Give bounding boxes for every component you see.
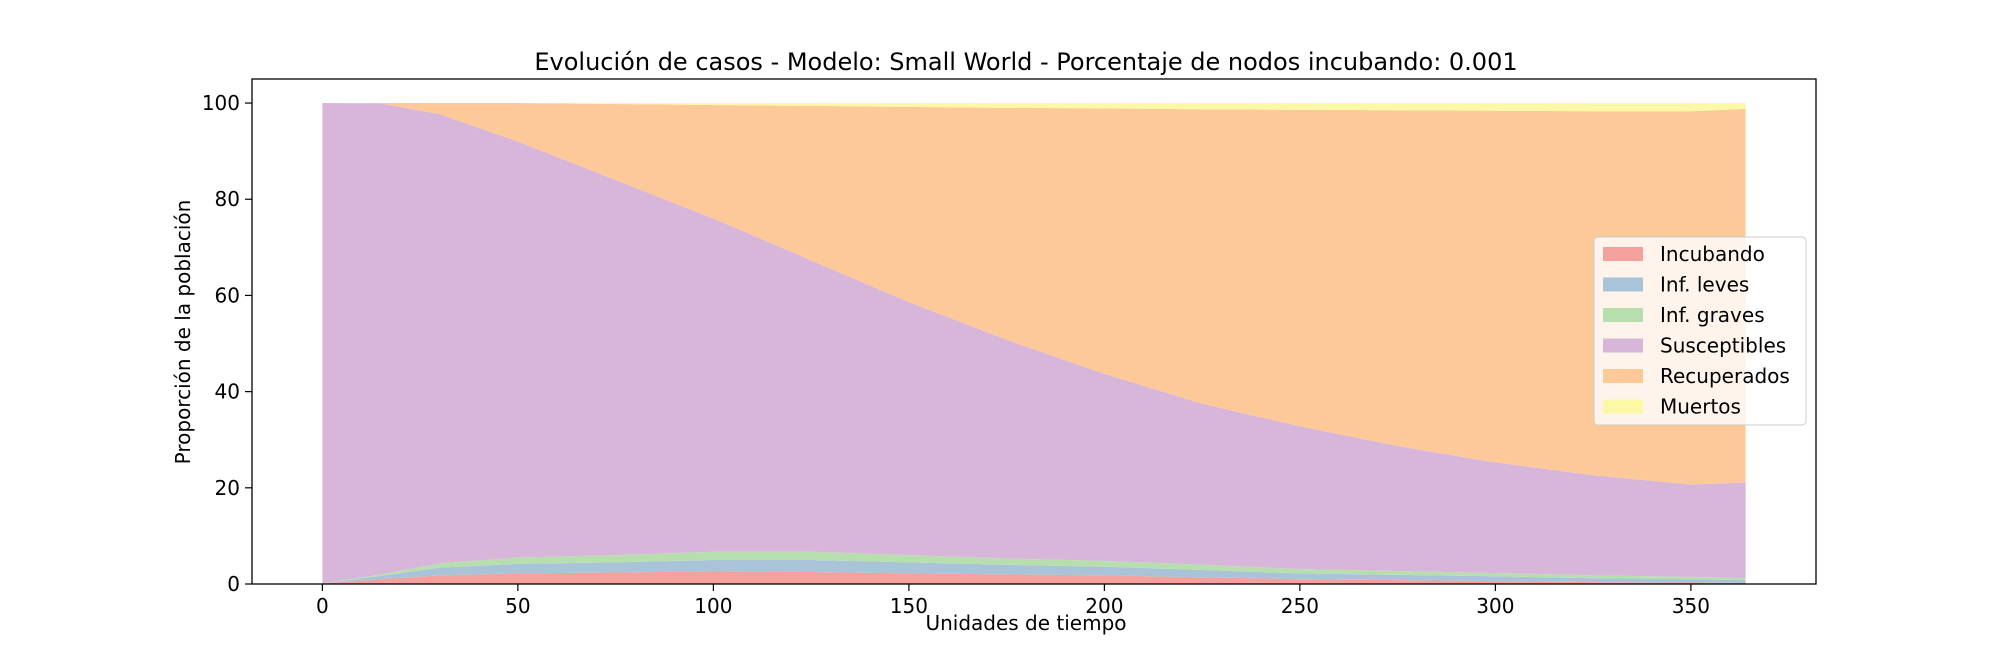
area-inf-leves bbox=[322, 559, 1746, 584]
legend-swatch-inf-leves bbox=[1603, 277, 1643, 292]
area-muertos bbox=[322, 103, 1746, 112]
area-incubando bbox=[322, 571, 1746, 584]
x-axis: 0 50 100 150 200 250 300 350 bbox=[316, 584, 1710, 618]
legend-box bbox=[1593, 236, 1807, 426]
legend-swatch-susceptibles bbox=[1603, 338, 1643, 353]
area-recuperados bbox=[322, 103, 1746, 485]
plot-frame bbox=[251, 78, 1817, 585]
y-tick-label: 100 bbox=[202, 91, 240, 115]
plot-area bbox=[251, 78, 1817, 585]
y-tick-label: 20 bbox=[215, 476, 240, 500]
legend-label-inf-leves: Inf. leves bbox=[1660, 273, 1749, 297]
x-tick-label: 100 bbox=[694, 594, 732, 618]
x-tick-label: 150 bbox=[890, 594, 928, 618]
area-inf-graves bbox=[322, 551, 1746, 584]
legend-swatch-recuperados bbox=[1603, 369, 1643, 383]
legend: Incubando Inf. leves Inf. graves Susceptibl… bbox=[1593, 236, 1807, 426]
y-tick-label: 0 bbox=[227, 572, 240, 596]
x-axis-label: Unidades de tiempo bbox=[925, 611, 1126, 635]
legend-label-susceptibles: Susceptibles bbox=[1660, 334, 1786, 358]
legend-swatch-muertos bbox=[1603, 399, 1643, 414]
x-tick-label: 200 bbox=[1085, 594, 1123, 618]
legend-label-incubando: Incubando bbox=[1660, 242, 1765, 266]
legend-label-muertos: Muertos bbox=[1660, 395, 1741, 419]
y-tick-label: 40 bbox=[215, 380, 240, 404]
legend-label-inf-graves: Inf. graves bbox=[1660, 303, 1765, 327]
x-tick-label: 50 bbox=[505, 594, 530, 618]
y-axis-label: Proporción de la población bbox=[171, 200, 195, 465]
legend-swatch-inf-graves bbox=[1603, 308, 1643, 322]
chart-title: Evolución de casos - Modelo: Small World… bbox=[534, 48, 1517, 76]
x-tick-label: 250 bbox=[1281, 594, 1319, 618]
y-axis: 0 20 40 60 80 100 bbox=[202, 91, 252, 596]
legend-label-recuperados: Recuperados bbox=[1660, 364, 1790, 388]
area-susceptibles bbox=[322, 103, 1746, 584]
legend-swatch-incubando bbox=[1603, 247, 1643, 261]
x-tick-label: 350 bbox=[1672, 594, 1710, 618]
y-tick-label: 60 bbox=[215, 283, 240, 307]
y-tick-label: 80 bbox=[215, 187, 240, 211]
x-tick-label: 300 bbox=[1476, 594, 1514, 618]
x-tick-label: 0 bbox=[316, 594, 329, 618]
